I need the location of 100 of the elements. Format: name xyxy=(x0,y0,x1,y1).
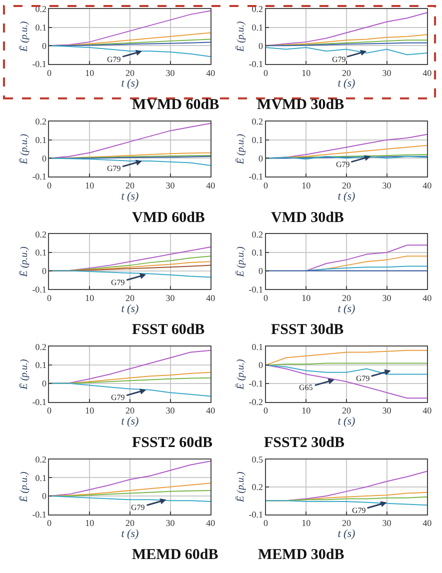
x-tick-label: 30 xyxy=(382,518,392,528)
y-tick-label: 0.2 xyxy=(35,116,46,127)
x-tick-label: 30 xyxy=(382,292,392,303)
x-tick-label: 40 xyxy=(206,292,216,303)
y-tick-label: 0.1 xyxy=(252,342,263,352)
y-tick-label: -0.1 xyxy=(32,284,46,294)
line-series xyxy=(266,364,428,375)
y-tick-label: 0 xyxy=(42,153,47,164)
line-series xyxy=(266,350,428,366)
x-axis-title: t (s) xyxy=(338,78,356,90)
text: VMD 30dB xyxy=(271,210,344,226)
x-tick-label: 20 xyxy=(125,68,135,78)
y-tick-label: 0.1 xyxy=(35,360,46,370)
x-axis-title: t (s) xyxy=(338,190,356,202)
x-tick-label: 10 xyxy=(302,406,312,416)
x-tick-label: 30 xyxy=(382,180,392,190)
y-tick-label: 0.1 xyxy=(35,248,46,258)
y-tick-label: 0.2 xyxy=(252,229,263,240)
annotation: G79 xyxy=(131,503,145,512)
x-axis-title: t (s) xyxy=(338,416,356,428)
line-series xyxy=(49,256,211,272)
text: FSST 60dB xyxy=(132,322,205,338)
x-tick-label: 10 xyxy=(302,518,312,528)
y-tick-label: -0.1 xyxy=(248,172,263,182)
x-axis-title: t (s) xyxy=(121,416,139,428)
y-axis-title: Ē (p.u.) xyxy=(19,246,30,278)
y-axis-title: Ē (p.u.) xyxy=(19,358,30,390)
y-axis-title: Ē (p.u.) xyxy=(236,471,247,503)
y-tick-label: 0.2 xyxy=(252,116,263,127)
y-tick-label: 0 xyxy=(42,378,47,389)
x-tick-label: 40 xyxy=(206,406,216,416)
y-tick-label: -0.1 xyxy=(248,378,263,389)
y-tick-label: 0.2 xyxy=(252,482,263,492)
text: FSST2 30dB xyxy=(264,435,344,451)
y-tick-label: -0.1 xyxy=(248,284,263,294)
x-tick-label: 10 xyxy=(85,180,95,190)
x-tick-label: 20 xyxy=(342,406,352,416)
x-axis-title: t (s) xyxy=(121,528,139,540)
x-tick-label: 20 xyxy=(342,518,352,528)
annotation: G65 xyxy=(299,383,313,392)
text: MEMD 60dB xyxy=(132,547,218,563)
y-tick-label: 0.1 xyxy=(35,472,46,483)
annotation: G79 xyxy=(332,55,346,64)
y-tick-label: -0.2 xyxy=(248,396,263,407)
y-tick-label: 0 xyxy=(42,491,47,502)
line-series xyxy=(266,46,428,56)
x-tick-label: 30 xyxy=(166,180,176,190)
y-tick-label: 0.1 xyxy=(35,135,46,146)
x-tick-label: 20 xyxy=(125,180,135,190)
x-tick-label: 30 xyxy=(166,406,176,416)
x-tick-label: 40 xyxy=(422,406,432,416)
x-axis-title: t (s) xyxy=(338,528,356,540)
line-series xyxy=(49,460,211,497)
x-tick-label: 20 xyxy=(125,518,135,528)
y-tick-label: 0.2 xyxy=(35,342,46,352)
x-tick-label: 10 xyxy=(85,68,95,78)
x-axis-title: t (s) xyxy=(121,78,139,90)
line-series xyxy=(49,270,211,278)
y-tick-label: 0 xyxy=(258,153,264,164)
y-tick-label: 0 xyxy=(258,266,264,276)
text: MEMD 30dB xyxy=(258,547,344,563)
x-tick-label: 10 xyxy=(302,180,312,190)
x-tick-label: 40 xyxy=(422,292,432,303)
text: FSST2 60dB xyxy=(132,435,212,451)
x-tick-label: 40 xyxy=(422,518,432,528)
y-axis-title: Ē (p.u.) xyxy=(236,358,247,390)
line-series xyxy=(266,364,428,399)
y-tick-label: 0.1 xyxy=(35,22,46,32)
x-tick-label: 20 xyxy=(125,292,135,303)
y-tick-label: 0.1 xyxy=(252,248,263,258)
annotation: G79 xyxy=(111,278,125,287)
x-tick-label: 10 xyxy=(85,406,95,416)
y-tick-label: 0.1 xyxy=(252,22,263,32)
x-tick-label: 30 xyxy=(166,292,176,303)
x-axis-title: t (s) xyxy=(121,302,139,315)
x-tick-label: 40 xyxy=(422,180,432,190)
x-tick-label: 10 xyxy=(85,292,95,303)
x-tick-label: 40 xyxy=(422,68,432,78)
y-axis-title: Ē (p.u.) xyxy=(236,133,247,166)
annotation: G79 xyxy=(107,164,121,173)
annotation: G79 xyxy=(107,55,121,64)
x-tick-label: 40 xyxy=(206,68,216,78)
y-tick-label: -0.1 xyxy=(248,510,263,520)
annotation: G79 xyxy=(336,160,350,169)
annotation: G79 xyxy=(352,506,366,515)
y-tick-label: -0.1 xyxy=(32,172,46,182)
x-tick-label: 20 xyxy=(342,180,352,190)
y-tick-label: 0.1 xyxy=(252,135,263,146)
y-tick-label: -0.1 xyxy=(32,396,46,407)
x-tick-label: 30 xyxy=(382,68,392,78)
annotation: G79 xyxy=(356,374,370,383)
x-tick-label: 10 xyxy=(85,518,95,528)
x-tick-label: 20 xyxy=(125,406,135,416)
x-tick-label: 10 xyxy=(302,68,312,78)
text: VMD 60dB xyxy=(132,210,205,226)
y-tick-label: 0 xyxy=(42,40,47,51)
x-tick-label: 30 xyxy=(166,68,176,78)
x-axis-title: t (s) xyxy=(338,302,356,315)
y-tick-label: 0 xyxy=(42,266,47,276)
text: MVMD 30dB xyxy=(257,97,344,113)
